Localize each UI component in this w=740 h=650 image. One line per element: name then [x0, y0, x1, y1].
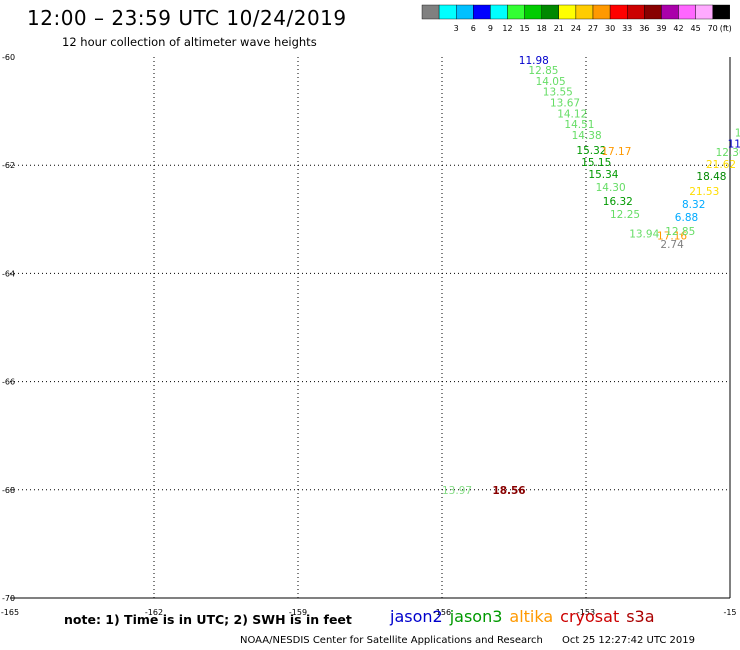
colorbar-tick-label: 45	[691, 24, 701, 33]
colorbar-bin-17	[712, 4, 731, 20]
colorbar-tick-label: 6	[471, 24, 476, 33]
colorbar-tick-label: 70	[708, 24, 718, 33]
colorbar-tick-label: 3	[454, 24, 459, 33]
legend-entry-altika: altika	[509, 607, 554, 626]
y-tick-label: -64	[2, 269, 15, 278]
y-tick-label: -66	[2, 378, 15, 387]
colorbar-tick-label: 33	[622, 24, 632, 33]
footer: NOAA/NESDIS Center for Satellite Applica…	[240, 635, 695, 646]
legend-entry-jason3: jason3	[449, 607, 503, 626]
wave-height-label: 15.34	[588, 169, 618, 181]
x-tick-label: -15	[723, 608, 736, 617]
wave-height-label: 12.30	[716, 147, 740, 159]
legend-entry-s3a: s3a	[626, 607, 655, 626]
wave-height-label: 18.48	[696, 171, 726, 183]
wave-height-label: 12.25	[610, 209, 640, 221]
satellite-legend: jason2 jason3 altika cryosat s3a	[390, 607, 662, 626]
wave-height-label: 15.32	[576, 145, 606, 157]
y-tick-label: -60	[2, 53, 15, 62]
wave-height-label: 11.98	[519, 55, 549, 67]
y-tick-label: -68	[2, 486, 15, 495]
x-tick-label: -165	[1, 608, 19, 617]
colorbar-tick-label: 42	[673, 24, 683, 33]
wave-height-label: 13.55	[543, 87, 573, 99]
x-tick-label: -159	[289, 608, 307, 617]
wave-height-label: 18.56	[492, 485, 525, 497]
wave-height-label: 21.62	[706, 159, 736, 171]
wave-height-label: 11.41	[728, 139, 740, 151]
wave-height-label: 13.10	[735, 128, 740, 140]
chart-subtitle: 12 hour collection of altimeter wave hei…	[62, 35, 317, 49]
wave-height-label: 8.32	[682, 199, 705, 211]
colorbar-tick-label: 9	[488, 24, 493, 33]
legend-entry-cryosat: cryosat	[560, 607, 620, 626]
wave-height-label: 14.05	[536, 76, 566, 88]
x-tick-label: -156	[433, 608, 451, 617]
x-tick-label: -162	[145, 608, 163, 617]
units-note: note: 1) Time is in UTC; 2) SWH is in fe…	[64, 612, 352, 627]
colorbar-tick-label: 18	[537, 24, 547, 33]
wave-height-label: 14.38	[572, 130, 602, 142]
y-tick-label: -62	[2, 161, 15, 170]
colorbar-tick-label: 30	[605, 24, 615, 33]
colorbar-tick-label: 12	[502, 24, 512, 33]
wave-height-label: 15.15	[581, 157, 611, 169]
wave-height-label: 2.74	[660, 239, 684, 251]
wave-height-label: 14.12	[557, 108, 587, 120]
colorbar-tick-label: 15	[520, 24, 530, 33]
wave-height-label: 12.85	[665, 226, 695, 238]
wave-height-label: 16.32	[603, 196, 633, 208]
footer-credit: NOAA/NESDIS Center for Satellite Applica…	[240, 635, 543, 646]
colorbar-tick-label: 39	[656, 24, 666, 33]
x-tick-label: -153	[577, 608, 595, 617]
wave-height-label: 13.97	[442, 485, 472, 497]
color-scale-bar: 3 6 9 12 15 18 21 24 27 30 33 36 39 42 45 70 (ft)	[421, 4, 732, 33]
wave-height-label: 13.67	[550, 97, 580, 109]
y-tick-label: -70	[2, 594, 15, 603]
legend-entry-jason2: jason2	[390, 607, 443, 626]
colorbar-unit: (ft)	[720, 24, 732, 33]
wave-height-label: 14.51	[564, 119, 594, 131]
wave-height-label: 21.53	[689, 186, 719, 198]
colorbar-tick-label: 24	[571, 24, 581, 33]
colorbar-tick-label: 21	[554, 24, 564, 33]
chart-title: 12:00 – 23:59 UTC 10/24/2019	[27, 6, 347, 30]
footer-timestamp: Oct 25 12:27:42 UTC 2019	[562, 635, 695, 646]
wave-height-label: 12.85	[528, 65, 558, 77]
wave-height-label: 14.30	[596, 182, 626, 194]
colorbar-tick-label: 36	[639, 24, 649, 33]
wave-height-label: 6.88	[675, 212, 698, 224]
wave-height-label: 17.17	[601, 146, 631, 158]
colorbar-tick-label: 27	[588, 24, 598, 33]
wave-height-label: 17.16	[657, 231, 687, 243]
wave-height-label: 13.94	[629, 228, 659, 240]
